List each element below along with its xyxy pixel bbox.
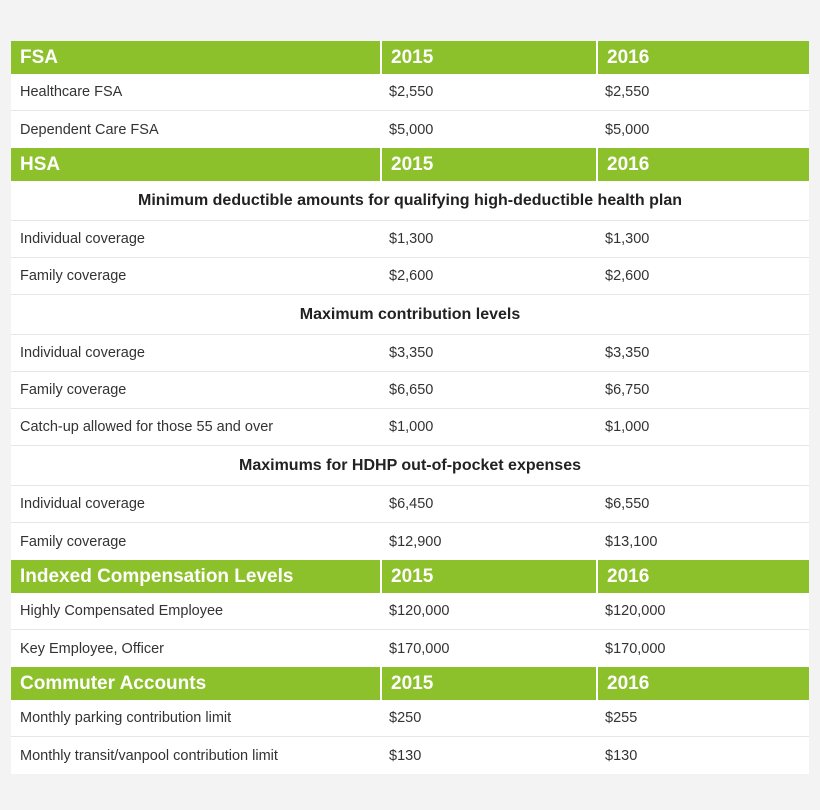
section-title: FSA	[20, 46, 58, 68]
column-header-2015: 2015	[380, 560, 596, 593]
section-header-fsa: FSA 2015 2016	[11, 41, 809, 74]
value-2015: $1,300	[389, 231, 434, 247]
subsection-title: Maximum contribution levels	[11, 295, 809, 335]
value-2015: $2,550	[389, 84, 434, 100]
benefits-limits-table: FSA 2015 2016 Healthcare FSA $2,550 $2,5…	[11, 41, 809, 774]
value-2015: $2,600	[389, 268, 434, 284]
section-title: HSA	[20, 153, 61, 175]
table-row: Healthcare FSA $2,550 $2,550	[11, 74, 809, 111]
column-header-2015: 2015	[380, 667, 596, 700]
value-2015: $250	[389, 710, 422, 726]
value-2016: $255	[605, 710, 638, 726]
subsection-title: Minimum deductible amounts for qualifyin…	[11, 181, 809, 221]
value-2016: $170,000	[605, 640, 666, 657]
table-row: Family coverage $2,600 $2,600	[11, 258, 809, 295]
section-title: Indexed Compensation Levels	[20, 565, 294, 587]
value-2016: $130	[605, 747, 638, 764]
section-title: Commuter Accounts	[20, 672, 207, 694]
column-header-2016: 2016	[596, 560, 809, 593]
table-row: Individual coverage $1,300 $1,300	[11, 221, 809, 258]
row-label: Family coverage	[20, 382, 127, 398]
section-header-indexed-compensation: Indexed Compensation Levels 2015 2016	[11, 560, 809, 593]
row-label: Family coverage	[20, 533, 127, 550]
row-label: Individual coverage	[20, 231, 145, 247]
table-row: Individual coverage $3,350 $3,350	[11, 335, 809, 372]
row-label: Family coverage	[20, 268, 127, 284]
value-2016: $6,750	[605, 382, 650, 398]
row-label: Dependent Care FSA	[20, 121, 159, 138]
value-2015: $170,000	[389, 640, 450, 657]
column-header-2015: 2015	[380, 41, 596, 74]
subsection-title: Maximums for HDHP out-of-pocket expenses	[11, 446, 809, 486]
value-2015: $6,450	[389, 496, 434, 512]
value-2016: $13,100	[605, 533, 658, 550]
column-header-2016: 2016	[596, 148, 809, 181]
column-header-2016: 2016	[596, 667, 809, 700]
value-2015: $120,000	[389, 603, 450, 619]
value-2015: $1,000	[389, 419, 434, 435]
value-2015: $3,350	[389, 345, 434, 361]
row-label: Individual coverage	[20, 345, 145, 361]
value-2016: $5,000	[605, 121, 650, 138]
value-2016: $1,000	[605, 419, 650, 435]
value-2016: $2,550	[605, 84, 650, 100]
table-row: Monthly transit/vanpool contribution lim…	[11, 737, 809, 774]
table-row: Monthly parking contribution limit $250 …	[11, 700, 809, 737]
table-row: Dependent Care FSA $5,000 $5,000	[11, 111, 809, 148]
value-2016: $2,600	[605, 268, 650, 284]
table-row: Catch-up allowed for those 55 and over $…	[11, 409, 809, 446]
row-label: Monthly parking contribution limit	[20, 710, 232, 726]
value-2016: $6,550	[605, 496, 650, 512]
value-2016: $120,000	[605, 603, 666, 619]
row-label: Highly Compensated Employee	[20, 603, 224, 619]
value-2015: $12,900	[389, 533, 442, 550]
value-2015: $5,000	[389, 121, 434, 138]
value-2015: $130	[389, 747, 422, 764]
row-label: Catch-up allowed for those 55 and over	[20, 419, 274, 435]
table-row: Individual coverage $6,450 $6,550	[11, 486, 809, 523]
row-label: Monthly transit/vanpool contribution lim…	[20, 747, 278, 764]
row-label: Healthcare FSA	[20, 84, 123, 100]
table-row: Family coverage $12,900 $13,100	[11, 523, 809, 560]
value-2015: $6,650	[389, 382, 434, 398]
section-header-commuter-accounts: Commuter Accounts 2015 2016	[11, 667, 809, 700]
table-row: Highly Compensated Employee $120,000 $12…	[11, 593, 809, 630]
value-2016: $3,350	[605, 345, 650, 361]
column-header-2015: 2015	[380, 148, 596, 181]
row-label: Individual coverage	[20, 496, 145, 512]
row-label: Key Employee, Officer	[20, 640, 164, 657]
value-2016: $1,300	[605, 231, 650, 247]
column-header-2016: 2016	[596, 41, 809, 74]
table-row: Family coverage $6,650 $6,750	[11, 372, 809, 409]
table-row: Key Employee, Officer $170,000 $170,000	[11, 630, 809, 667]
section-header-hsa: HSA 2015 2016	[11, 148, 809, 181]
